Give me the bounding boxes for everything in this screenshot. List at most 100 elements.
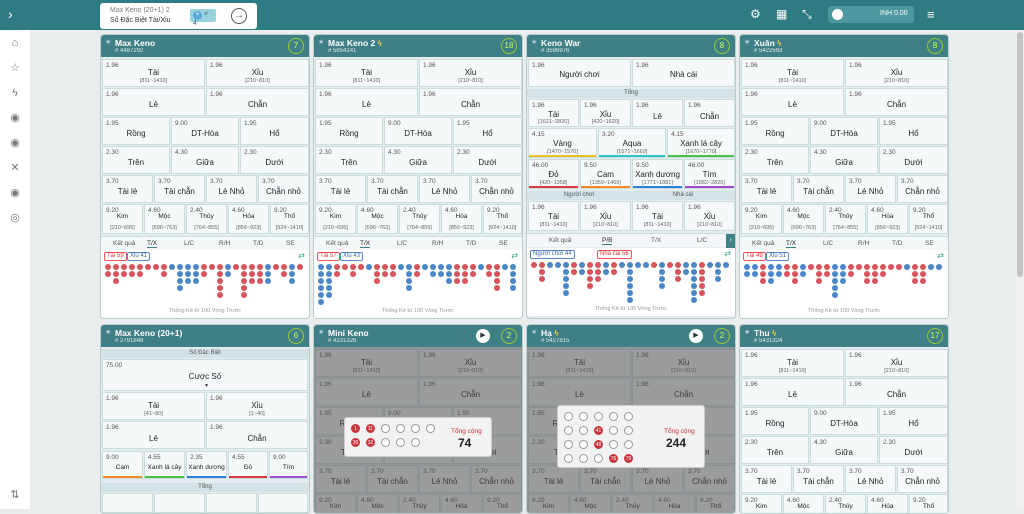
bet-xiu[interactable]: 1.96 Xỉu[210~810] <box>845 59 948 87</box>
tab-0[interactable]: Kết quả <box>326 240 349 247</box>
bet-orange[interactable]: 9.00 Cam <box>102 451 143 479</box>
bet-aqua[interactable]: 3.20 Aqua [1571~1669] <box>598 128 666 158</box>
bet-taichan[interactable]: 3.70 Tài chẵn <box>154 175 205 203</box>
bet-lenho[interactable]: 3.70 Lẻ Nhỏ <box>845 175 896 203</box>
bet-cell[interactable] <box>206 493 257 513</box>
bet-red[interactable]: 46.00 Đỏ [420~1358] <box>528 159 579 189</box>
bet-lenho[interactable]: 3.70 Lẻ Nhỏ <box>419 175 470 203</box>
swap-icon[interactable]: ⇄ <box>511 251 518 260</box>
bet-tren[interactable]: 2.30 Trên <box>315 146 383 174</box>
bet-purple[interactable]: 9.00 Tím <box>269 451 308 479</box>
bet-blue[interactable]: 2.35 Xanh dương <box>186 451 227 479</box>
play-pause-icon[interactable]: ▶ <box>476 329 490 343</box>
tab-pb[interactable]: P/B <box>602 237 613 245</box>
bet-ho[interactable]: 1.95 Hổ <box>240 117 309 145</box>
tab-results[interactable]: Kết quả <box>549 237 572 244</box>
tab-0[interactable]: Kết quả <box>113 240 136 247</box>
bet-taile[interactable]: 3.70 Tài lẻ <box>315 175 366 203</box>
bet-channho[interactable]: 3.70 Chẵn nhỏ <box>258 175 309 203</box>
bet-chan[interactable]: 1.96 Chẵn <box>845 378 948 406</box>
tab-2[interactable]: L/C <box>823 240 834 247</box>
bet-green[interactable]: 4.15 Xanh lá cây [1670~1770] <box>667 128 735 158</box>
bet-duoi[interactable]: 2.30 Dưới <box>879 146 948 174</box>
star-icon[interactable]: ★ <box>318 39 325 46</box>
bet-chan[interactable]: 1.96 Chẵn <box>845 88 948 116</box>
lightning-icon[interactable]: ϟ <box>12 87 18 99</box>
bet-dealer-xiu[interactable]: 1.96 Xỉu [210~810] <box>684 201 735 231</box>
swap-icon[interactable]: ⇄ <box>937 251 944 260</box>
bet-lenho[interactable]: 3.70 Lẻ Nhỏ <box>845 465 896 493</box>
sort-icon[interactable]: ⇅ <box>10 489 20 501</box>
bet-taile[interactable]: 3.70 Tài lẻ <box>102 175 153 203</box>
bet-rong[interactable]: 1.95 Rồng <box>741 407 809 435</box>
bet-cell[interactable] <box>258 493 308 513</box>
bet-taile[interactable]: 3.70 Tài lẻ <box>741 465 792 493</box>
bet-tai[interactable]: 1.96 Tài[811~1410] <box>315 59 418 87</box>
bet-red[interactable]: 4.55 Đỏ <box>228 451 268 479</box>
bet-taichan[interactable]: 3.70 Tài chẵn <box>793 465 844 493</box>
collapse-icon[interactable]: ⤡ <box>802 7 812 21</box>
bet-giua[interactable]: 4.30 Giữa <box>171 146 239 174</box>
tab-lc[interactable]: L/C <box>697 237 708 244</box>
bet-dealer-tai[interactable]: 1.96 Tài [811~1410] <box>632 201 683 231</box>
settings-wheel-icon[interactable]: ⚙ <box>750 7 761 21</box>
bet-giua[interactable]: 4.30 Giữa <box>384 146 452 174</box>
bet-lenho[interactable]: 3.70 Lẻ Nhỏ <box>206 175 257 203</box>
tab-2[interactable]: L/C <box>184 240 195 247</box>
bet-player[interactable]: 1.96 Người chơi <box>528 59 631 87</box>
bet-purple[interactable]: 46.00 Tím [1882~2820] <box>684 159 735 189</box>
bet-xiu[interactable]: 1.96 Xỉu[210~810] <box>845 349 948 377</box>
bet-channho[interactable]: 3.70 Chẵn nhỏ <box>471 175 522 203</box>
chevron-right-icon[interactable]: › <box>726 234 735 248</box>
bet-tren[interactable]: 2.30 Trên <box>741 146 809 174</box>
scrollbar[interactable] <box>1016 30 1024 509</box>
bet-player-xiu[interactable]: 1.96 Xỉu [210~810] <box>580 201 631 231</box>
tab-0[interactable]: Kết quả <box>752 240 775 247</box>
bet-duoi[interactable]: 2.30 Dưới <box>879 436 948 464</box>
bet-xiu[interactable]: 1.96 Xỉu [1~40] <box>206 392 308 420</box>
bet-rong[interactable]: 1.95 Rồng <box>315 117 383 145</box>
bet-tai[interactable]: 1.96 Tài [41~80] <box>102 392 205 420</box>
bet-taichan[interactable]: 3.70 Tài chẵn <box>793 175 844 203</box>
user-balance[interactable]: INH 0.00 <box>828 6 914 23</box>
bet-giua[interactable]: 4.30 Giữa <box>810 146 878 174</box>
ball-4-icon[interactable]: ◎ <box>10 212 20 224</box>
bet-green[interactable]: 4.55 Xanh lá cây <box>144 451 185 479</box>
bet-taile[interactable]: 3.70 Tài lẻ <box>741 175 792 203</box>
promo-card[interactable]: Max Keno (20+1) 2 Số Đặc Biệt Tài/Xỉu × … <box>100 3 257 29</box>
bet-rong[interactable]: 1.95 Rồng <box>741 117 809 145</box>
bet-tai[interactable]: 1.96 Tài [1621~2820] <box>528 99 579 127</box>
star-icon[interactable]: ★ <box>105 329 112 336</box>
swords-icon[interactable]: ✕ <box>10 162 20 174</box>
bet-blue[interactable]: 9.50 Xanh dương [1771~1881] <box>632 159 683 189</box>
swap-icon[interactable]: ⇄ <box>724 249 731 258</box>
bet-tren[interactable]: 2.30 Trên <box>741 436 809 464</box>
star-icon[interactable]: ★ <box>744 329 751 336</box>
bet-chan[interactable]: 1.96 Chẵn <box>206 88 309 116</box>
star-icon[interactable]: ★ <box>531 39 538 46</box>
bet-duoi[interactable]: 2.30 Dưới <box>453 146 522 174</box>
tab-tx[interactable]: T/X <box>651 237 662 244</box>
bet-taichan[interactable]: 3.70 Tài chẵn <box>367 175 418 203</box>
bet-ho[interactable]: 1.95 Hổ <box>879 407 948 435</box>
ball-3-icon[interactable]: ◉ <box>10 187 20 199</box>
tab-1[interactable]: T/X <box>786 240 797 248</box>
bet-ho[interactable]: 1.95 Hổ <box>879 117 948 145</box>
hamburger-menu-icon[interactable]: ≡ <box>927 7 935 22</box>
bet-cell[interactable] <box>154 493 205 513</box>
bet-number[interactable]: 75.00 Cược Số ▼ <box>102 359 308 391</box>
